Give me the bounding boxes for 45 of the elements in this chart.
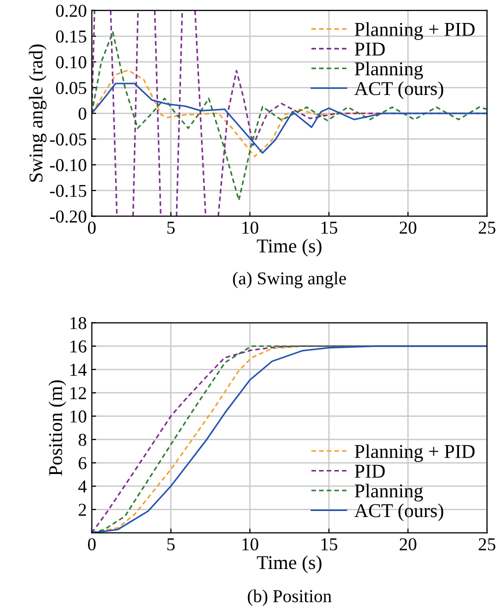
y-tick-label: 4 (78, 480, 87, 492)
y-tick-label: 8 (78, 434, 86, 446)
line-series (92, 82, 488, 154)
y-tick-label: 12 (70, 387, 86, 400)
y-tick-label: 0 (78, 108, 86, 120)
y-tick-label: 2 (78, 504, 86, 516)
legend-label: Planning + PID (354, 444, 475, 462)
legend-label: Planning + PID (354, 22, 475, 40)
x-tick-label: 15 (322, 538, 338, 550)
y-tick-label: 16 (70, 340, 86, 353)
y-axis-title: Swing angle (rad) (28, 44, 47, 182)
x-tick-label: 0 (88, 538, 96, 550)
x-tick-label: 20 (400, 538, 416, 550)
y-tick-label: 0.15 (56, 30, 86, 43)
x-tick-label: 5 (167, 538, 175, 550)
x-axis-title: Time (s) (256, 555, 322, 574)
x-tick-label: 5 (167, 222, 175, 234)
y-tick-label: 0.10 (56, 56, 86, 68)
y-axis-title: Position (m) (48, 380, 66, 476)
y-tick-label: -0.05 (50, 133, 86, 146)
y-tick-label: 6 (78, 457, 86, 470)
x-tick-label: 20 (400, 222, 416, 234)
legend-label: PID (354, 464, 385, 478)
x-tick-label: 25 (478, 538, 496, 550)
x-axis-title: Time (s) (256, 238, 322, 256)
y-tick-label: -0.10 (50, 159, 86, 172)
y-tick-label: -0.20 (50, 210, 86, 223)
text: (b) Position (248, 590, 332, 606)
x-tick-label: 15 (322, 222, 338, 234)
x-tick-label: 10 (242, 222, 258, 234)
legend-label: ACT (ours) (354, 81, 444, 100)
y-tick-label: 14 (70, 364, 87, 376)
x-tick-label: 25 (478, 222, 496, 234)
legend-label: Planning (354, 62, 423, 80)
y-tick-label: -0.15 (50, 184, 86, 198)
legend-label: PID (354, 42, 385, 56)
y-tick-label: 18 (70, 317, 86, 330)
x-tick-label: 0 (88, 222, 96, 234)
text: (a) Swing angle (233, 272, 346, 288)
legend-label: ACT (ours) (354, 504, 444, 522)
y-tick-label: 10 (70, 410, 86, 423)
y-tick-label: 0.05 (56, 82, 86, 94)
legend-label: Planning (354, 484, 423, 502)
x-tick-label: 10 (242, 538, 258, 550)
y-tick-label: 0.20 (56, 4, 86, 17)
